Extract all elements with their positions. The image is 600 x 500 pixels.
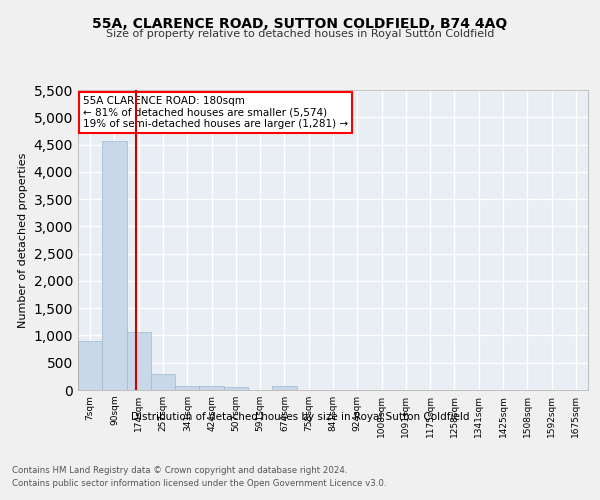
Bar [127,332,151,390]
Bar [102,142,127,390]
Text: Contains public sector information licensed under the Open Government Licence v3: Contains public sector information licen… [12,479,386,488]
Bar [151,374,175,390]
Text: 55A CLARENCE ROAD: 180sqm
← 81% of detached houses are smaller (5,574)
19% of se: 55A CLARENCE ROAD: 180sqm ← 81% of detac… [83,96,348,129]
Bar [199,386,224,390]
Text: 55A, CLARENCE ROAD, SUTTON COLDFIELD, B74 4AQ: 55A, CLARENCE ROAD, SUTTON COLDFIELD, B7… [92,18,508,32]
Text: Size of property relative to detached houses in Royal Sutton Coldfield: Size of property relative to detached ho… [106,29,494,39]
Bar [272,386,296,390]
Y-axis label: Number of detached properties: Number of detached properties [18,152,28,328]
Text: Contains HM Land Registry data © Crown copyright and database right 2024.: Contains HM Land Registry data © Crown c… [12,466,347,475]
Bar [224,386,248,390]
Text: Distribution of detached houses by size in Royal Sutton Coldfield: Distribution of detached houses by size … [131,412,469,422]
Bar [175,386,199,390]
Bar [78,341,102,390]
